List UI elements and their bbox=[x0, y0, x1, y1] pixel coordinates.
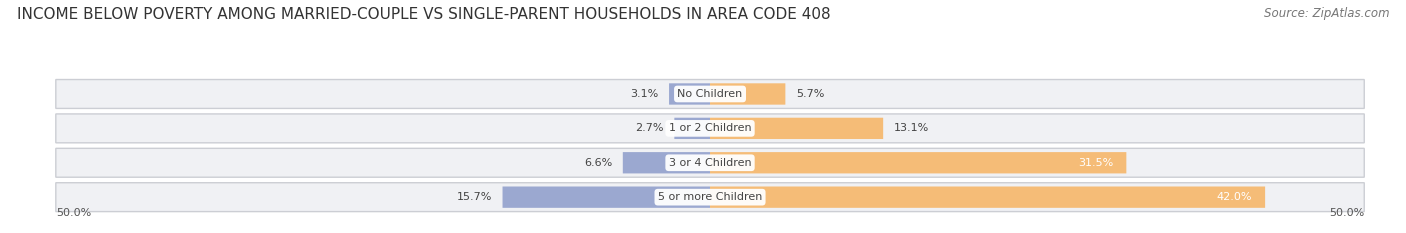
Text: Source: ZipAtlas.com: Source: ZipAtlas.com bbox=[1264, 7, 1389, 20]
Text: 1 or 2 Children: 1 or 2 Children bbox=[669, 123, 751, 133]
FancyBboxPatch shape bbox=[56, 79, 1364, 108]
Text: 31.5%: 31.5% bbox=[1078, 158, 1114, 168]
Text: 50.0%: 50.0% bbox=[1329, 208, 1364, 218]
Text: 42.0%: 42.0% bbox=[1216, 192, 1251, 202]
Text: 50.0%: 50.0% bbox=[56, 208, 91, 218]
FancyBboxPatch shape bbox=[675, 118, 710, 139]
Text: 13.1%: 13.1% bbox=[894, 123, 929, 133]
FancyBboxPatch shape bbox=[502, 186, 710, 208]
Text: 6.6%: 6.6% bbox=[583, 158, 612, 168]
FancyBboxPatch shape bbox=[56, 148, 1364, 177]
FancyBboxPatch shape bbox=[669, 83, 710, 105]
Text: No Children: No Children bbox=[678, 89, 742, 99]
Text: 5.7%: 5.7% bbox=[796, 89, 824, 99]
FancyBboxPatch shape bbox=[623, 152, 710, 173]
FancyBboxPatch shape bbox=[710, 186, 1265, 208]
Text: 3.1%: 3.1% bbox=[630, 89, 658, 99]
Text: INCOME BELOW POVERTY AMONG MARRIED-COUPLE VS SINGLE-PARENT HOUSEHOLDS IN AREA CO: INCOME BELOW POVERTY AMONG MARRIED-COUPL… bbox=[17, 7, 831, 22]
FancyBboxPatch shape bbox=[56, 114, 1364, 143]
FancyBboxPatch shape bbox=[710, 83, 786, 105]
FancyBboxPatch shape bbox=[710, 152, 1126, 173]
Text: 5 or more Children: 5 or more Children bbox=[658, 192, 762, 202]
FancyBboxPatch shape bbox=[56, 183, 1364, 212]
Text: 2.7%: 2.7% bbox=[636, 123, 664, 133]
Text: 3 or 4 Children: 3 or 4 Children bbox=[669, 158, 751, 168]
FancyBboxPatch shape bbox=[710, 118, 883, 139]
Text: 15.7%: 15.7% bbox=[457, 192, 492, 202]
